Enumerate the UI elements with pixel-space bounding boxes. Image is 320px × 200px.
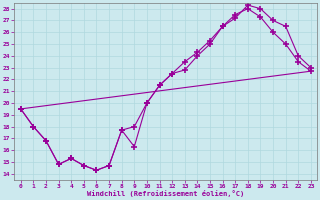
X-axis label: Windchill (Refroidissement éolien,°C): Windchill (Refroidissement éolien,°C) (87, 190, 244, 197)
